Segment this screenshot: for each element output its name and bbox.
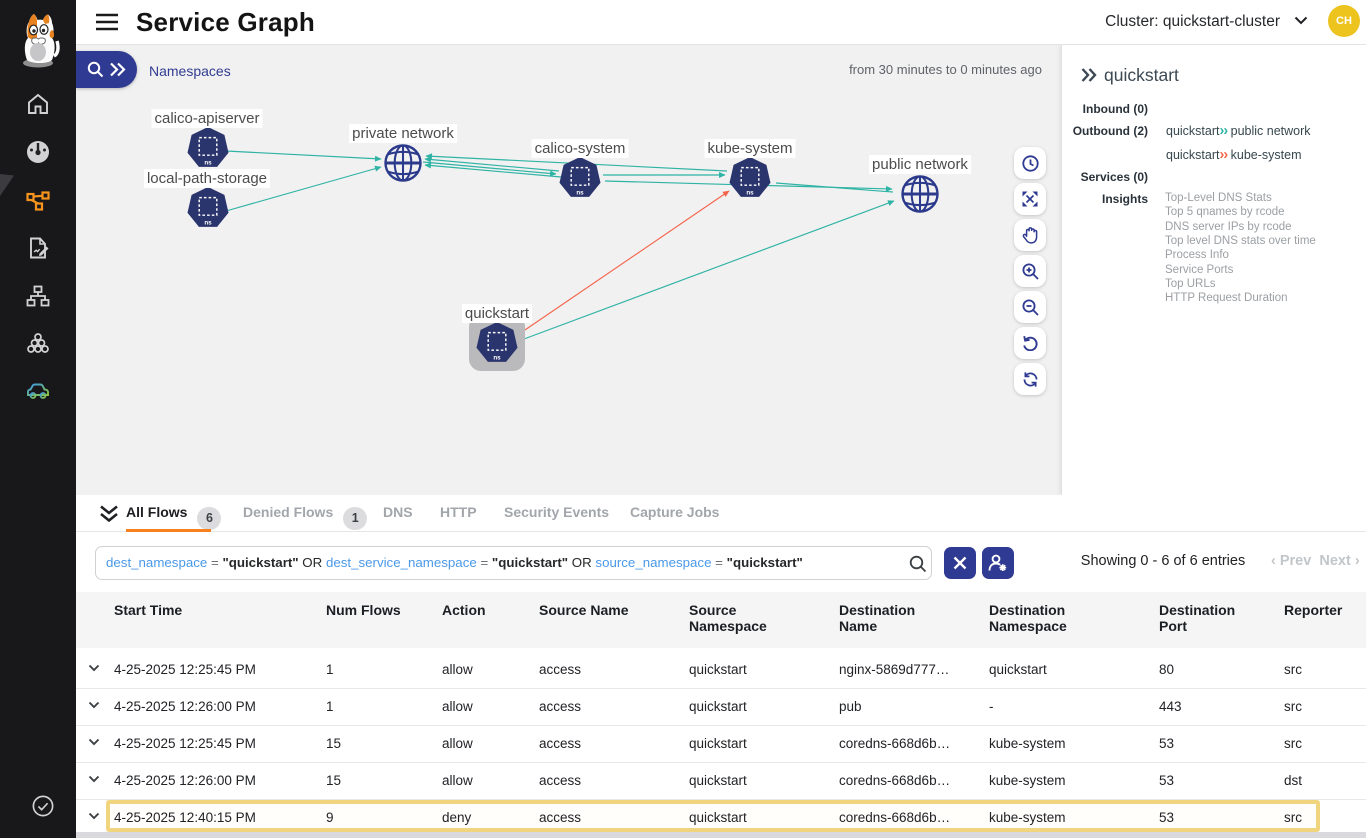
svg-text:ns: ns [493, 355, 501, 362]
svg-text:ns: ns [746, 190, 754, 197]
svg-text:ns: ns [204, 220, 212, 227]
svg-text:ns: ns [204, 160, 212, 167]
svg-text:ns: ns [576, 190, 584, 197]
